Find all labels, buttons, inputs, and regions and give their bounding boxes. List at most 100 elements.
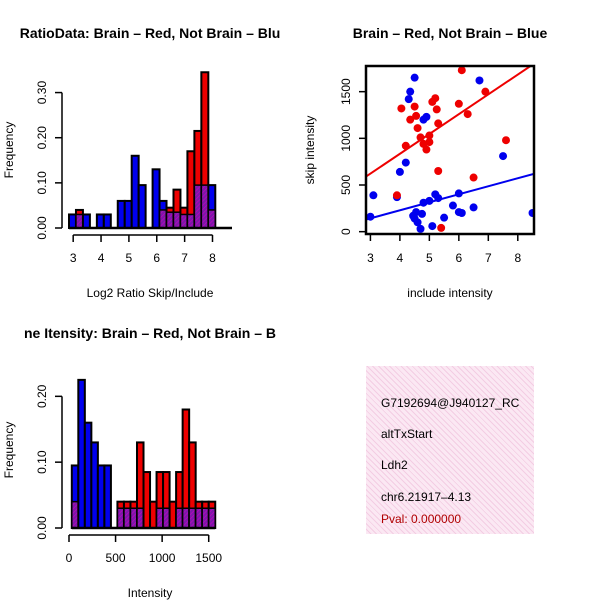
y-axis: 0 500 1000 1500 bbox=[339, 78, 366, 235]
x-tick-label: 500 bbox=[106, 551, 126, 565]
x-tick-label: 8 bbox=[209, 251, 216, 265]
overlap-bar bbox=[186, 213, 196, 229]
histogram-bar bbox=[68, 213, 77, 229]
chart-title: RatioData: Brain – Red, Not Brain – Blu bbox=[20, 25, 281, 41]
scatter-point bbox=[469, 173, 478, 182]
x-tick-label: 1000 bbox=[149, 551, 176, 565]
x-tick-label: 6 bbox=[455, 251, 462, 265]
overlap-bar bbox=[179, 213, 189, 229]
scatter-point bbox=[406, 87, 415, 96]
x-tick-label: 3 bbox=[367, 251, 374, 265]
y-axis: 0.00 0.10 0.20 bbox=[35, 384, 63, 540]
ratio-histogram: 3 4 5 6 7 8 0.00 0.10 0.20 0.30 RatioData: Brain –… bbox=[2, 25, 280, 300]
overlap-bar bbox=[172, 211, 182, 229]
histogram-bar bbox=[137, 184, 147, 230]
scatter-point bbox=[410, 102, 419, 111]
scatter-point bbox=[469, 203, 478, 212]
info-panel: G7192694@J940127_RC altTxStart Ldh2 chr6… bbox=[366, 366, 534, 534]
scatter-point bbox=[410, 73, 419, 82]
overlap-bar bbox=[158, 209, 168, 229]
intensity-histogram: 0 500 1000 1500 0.00 0.10 0.20 ne Itensity: Bra… bbox=[2, 325, 276, 600]
y-tick-label: 1500 bbox=[339, 78, 353, 105]
scatter-point bbox=[457, 209, 466, 217]
x-axis: 0 500 1000 1500 bbox=[66, 534, 222, 565]
scatter-point bbox=[528, 209, 534, 217]
histogram-bar bbox=[102, 213, 112, 229]
overlap-bar bbox=[207, 209, 217, 229]
y-axis-title: skip intensity bbox=[303, 116, 317, 185]
y-axis: 0.00 0.10 0.20 0.30 bbox=[35, 81, 63, 240]
histogram-bar bbox=[151, 168, 161, 229]
scatter-point bbox=[413, 218, 422, 227]
info-id: G7192694@J940127_RC bbox=[381, 396, 520, 410]
scatter-point bbox=[395, 167, 404, 176]
x-tick-label: 7 bbox=[485, 251, 492, 265]
y-tick-label: 0.00 bbox=[35, 216, 49, 240]
scatter-point bbox=[432, 105, 441, 114]
info-gene: Ldh2 bbox=[381, 458, 408, 472]
x-tick-label: 7 bbox=[181, 251, 188, 265]
scatter-point bbox=[369, 191, 378, 200]
y-tick-label: 500 bbox=[339, 175, 353, 195]
y-tick-label: 1000 bbox=[339, 125, 353, 152]
x-tick-label: 1500 bbox=[195, 551, 222, 565]
x-tick-label: 4 bbox=[397, 251, 404, 265]
fit-line bbox=[366, 172, 534, 221]
x-axis-title: Intensity bbox=[128, 586, 173, 600]
overlap-bar bbox=[75, 213, 84, 229]
scatter-point bbox=[431, 94, 440, 103]
x-tick-label: 4 bbox=[98, 251, 105, 265]
overlap-bar bbox=[200, 184, 210, 229]
scatter-point bbox=[457, 66, 466, 75]
y-tick-label: 0.20 bbox=[35, 384, 49, 408]
scatter-point bbox=[454, 99, 463, 108]
chart-title: ne Itensity: Brain – Red, Not Brain – B bbox=[24, 325, 276, 341]
info-location: chr6.21917–4.13 bbox=[381, 490, 472, 504]
histogram-bar bbox=[130, 154, 140, 229]
histogram-bar bbox=[116, 199, 126, 230]
intensity-scatter: 3 4 5 6 7 8 0 500 1000 1500 Brain – Red, Not Brain… bbox=[303, 25, 547, 300]
histogram-bar bbox=[103, 464, 112, 530]
scatter-point bbox=[416, 224, 425, 233]
scatter-point bbox=[475, 76, 484, 85]
y-axis-title: Frequency bbox=[2, 422, 16, 479]
x-tick-label: 0 bbox=[66, 551, 73, 565]
x-tick-label: 6 bbox=[153, 251, 160, 265]
scatter-point bbox=[404, 95, 413, 104]
plot-frame bbox=[364, 64, 536, 236]
scatter-point bbox=[448, 201, 457, 210]
x-axis-title: include intensity bbox=[407, 286, 492, 300]
overlap-bar bbox=[207, 507, 216, 529]
x-axis: 3 4 5 6 7 8 bbox=[367, 234, 521, 265]
scatter-point bbox=[392, 191, 401, 200]
y-tick-label: 0.20 bbox=[35, 126, 49, 150]
info-type: altTxStart bbox=[381, 427, 433, 441]
scatter-point bbox=[406, 115, 415, 124]
scatter-point bbox=[422, 112, 431, 121]
y-tick-label: 0 bbox=[339, 228, 353, 235]
histogram-bar bbox=[81, 213, 91, 229]
scatter-point bbox=[499, 152, 508, 161]
info-pval: Pval: 0.000000 bbox=[381, 512, 462, 526]
fit-line bbox=[366, 66, 533, 178]
y-tick-label: 0.10 bbox=[35, 450, 49, 474]
scatter-point bbox=[434, 119, 443, 128]
x-tick-label: 3 bbox=[70, 251, 77, 265]
scatter-point bbox=[463, 110, 472, 119]
scatter-area bbox=[366, 66, 534, 233]
histogram-bar bbox=[95, 213, 105, 229]
scatter-point bbox=[428, 222, 437, 231]
chart-title: Brain – Red, Not Brain – Blue bbox=[353, 25, 548, 41]
scatter-point bbox=[434, 167, 443, 175]
y-tick-label: 0.30 bbox=[35, 81, 49, 105]
y-tick-label: 0.00 bbox=[35, 516, 49, 540]
scatter-point bbox=[425, 138, 434, 147]
histogram-bar bbox=[123, 199, 133, 230]
scatter-point bbox=[418, 209, 426, 218]
scatter-point bbox=[397, 104, 406, 113]
scatter-point bbox=[412, 111, 421, 120]
scatter-point bbox=[437, 223, 446, 232]
overlap-bar bbox=[165, 211, 175, 229]
x-axis: 3 4 5 6 7 8 bbox=[70, 234, 216, 265]
